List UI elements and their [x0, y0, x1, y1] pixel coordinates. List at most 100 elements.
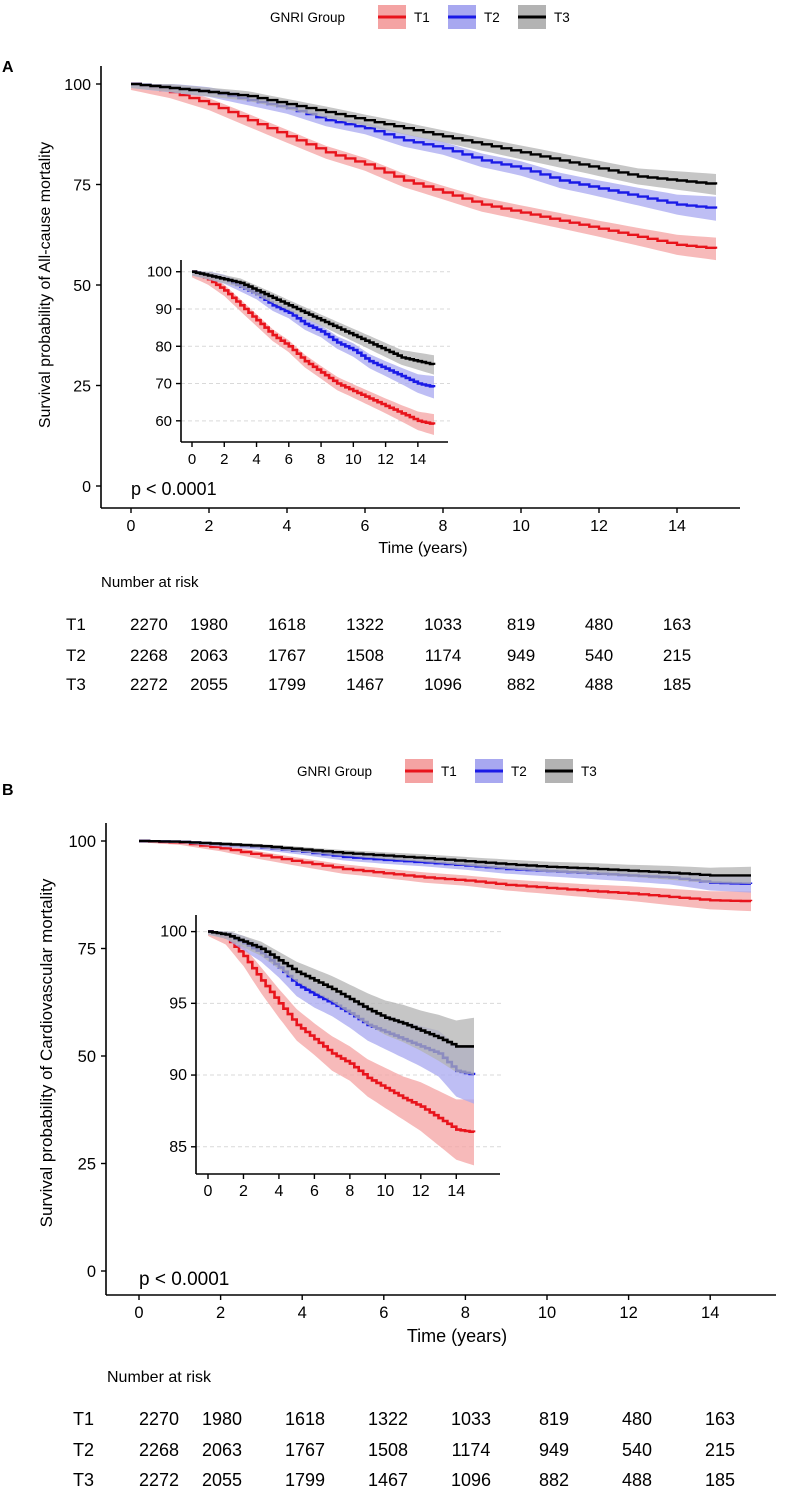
- inset-x-tick-label: 0: [204, 1183, 213, 1200]
- inset-y-tick-label: 70: [155, 376, 172, 393]
- risk-cell: 1322: [368, 1409, 408, 1429]
- x-axis-label: Time (years): [407, 1326, 507, 1346]
- main-ci-band-T3: [131, 84, 716, 195]
- risk-row-label: T2: [73, 1440, 94, 1460]
- inset-x-tick-label: 10: [376, 1183, 394, 1200]
- x-tick-label: 2: [205, 518, 214, 535]
- y-tick-label: 75: [78, 941, 96, 959]
- risk-cell: 1799: [268, 675, 306, 694]
- risk-cell: 1799: [285, 1470, 325, 1490]
- risk-row-label: T2: [66, 646, 86, 665]
- x-tick-label: 14: [668, 518, 686, 535]
- risk-cell: 185: [705, 1470, 735, 1490]
- risk-cell: 1174: [425, 646, 462, 665]
- x-tick-label: 8: [439, 518, 448, 535]
- p-value: p < 0.0001: [131, 479, 217, 499]
- risk-cell: 215: [705, 1440, 735, 1460]
- risk-cell: 2055: [190, 675, 228, 694]
- risk-table: Number at risk T1 2270 1980 1618 1322 1033 819 4…: [73, 1369, 735, 1490]
- main-ci-band-T2: [131, 84, 716, 221]
- risk-cell: 1508: [346, 646, 384, 665]
- x-axis-label: Time (years): [378, 540, 467, 557]
- inset-x-tick-label: 0: [188, 451, 196, 468]
- risk-cell: 1980: [202, 1409, 242, 1429]
- panel-letter: A: [2, 59, 14, 76]
- legend-label-T1: T1: [441, 764, 457, 779]
- y-tick-label: 0: [82, 479, 91, 496]
- risk-cell: 1508: [368, 1440, 408, 1460]
- inset-x-tick-label: 2: [239, 1183, 248, 1200]
- risk-cell: 2268: [130, 646, 168, 665]
- risk-cell: 1767: [285, 1440, 325, 1460]
- inset-y-tick-label: 90: [169, 1067, 187, 1084]
- risk-cell: 819: [539, 1409, 569, 1429]
- legend-label-T2: T2: [511, 764, 527, 779]
- inset-line-T1: [208, 930, 476, 1133]
- risk-cell: 540: [585, 646, 613, 665]
- inset-y-tick-label: 85: [169, 1139, 187, 1156]
- legend-title: GNRI Group: [270, 10, 345, 25]
- x-tick-label: 2: [216, 1304, 225, 1322]
- main-line-T1: [131, 82, 718, 249]
- risk-cell: 2270: [139, 1409, 179, 1429]
- risk-cell: 1096: [451, 1470, 491, 1490]
- inset-ci-band-T3: [208, 931, 474, 1076]
- legend-label-T1: T1: [414, 10, 430, 25]
- risk-cell: 1467: [368, 1470, 408, 1490]
- inset-x-tick-label: 14: [410, 451, 427, 468]
- y-tick-label: 25: [73, 379, 91, 396]
- risk-cell: 1618: [285, 1409, 325, 1429]
- inset-line-T1: [192, 270, 436, 425]
- risk-cell: 1096: [424, 675, 462, 694]
- risk-cell: 540: [622, 1440, 652, 1460]
- y-tick-label: 0: [87, 1263, 96, 1281]
- inset-line-T3: [208, 930, 474, 1048]
- risk-cell: 1174: [452, 1440, 491, 1460]
- main-line-T3: [139, 839, 751, 877]
- x-tick-label: 8: [461, 1304, 470, 1322]
- inset-ci-band-T1: [208, 931, 474, 1166]
- y-tick-label: 75: [73, 178, 91, 195]
- inset-y-tick-label: 80: [155, 338, 172, 355]
- risk-cell: 2272: [130, 675, 168, 694]
- inset-x-tick-label: 14: [447, 1183, 465, 1200]
- inset-x-tick-label: 12: [412, 1183, 430, 1200]
- risk-cell: 480: [585, 615, 613, 634]
- legend: GNRI Group T1 T2 T3: [270, 5, 570, 29]
- legend-label-T2: T2: [484, 10, 500, 25]
- risk-row-label: T3: [66, 675, 86, 694]
- p-value: p < 0.0001: [139, 1269, 229, 1290]
- inset-ci-band-T2: [208, 931, 474, 1104]
- inset-x-tick-label: 4: [252, 451, 260, 468]
- y-tick-label: 50: [78, 1048, 96, 1066]
- risk-table: Number at risk T1 2270 1980 1618 1322 1033 819 4…: [66, 574, 691, 694]
- inset-y-tick-label: 100: [147, 264, 172, 281]
- inset-plot: 60 70 80 90 100 0 2 4 6 8 10 12 14: [147, 256, 452, 468]
- risk-cell: 163: [663, 615, 691, 634]
- x-tick-label: 10: [538, 1304, 556, 1322]
- x-tick-label: 14: [701, 1304, 719, 1322]
- risk-table-title: Number at risk: [101, 574, 199, 591]
- risk-cell: 1033: [451, 1409, 491, 1429]
- y-tick-label: 100: [68, 833, 96, 851]
- main-line-T3: [131, 82, 718, 185]
- inset-ci-band-T3: [192, 271, 434, 375]
- x-tick-label: 0: [127, 518, 136, 535]
- risk-cell: 215: [663, 646, 691, 665]
- x-tick-label: 4: [283, 518, 292, 535]
- risk-cell: 488: [622, 1470, 652, 1490]
- risk-cell: 949: [507, 646, 535, 665]
- inset-y-tick-label: 100: [160, 924, 187, 941]
- main-ci-band-T3: [139, 841, 751, 884]
- x-tick-label: 4: [298, 1304, 307, 1322]
- risk-cell: 2063: [202, 1440, 242, 1460]
- x-tick-label: 0: [134, 1304, 143, 1322]
- x-tick-label: 10: [512, 518, 530, 535]
- inset-x-tick-label: 6: [285, 451, 293, 468]
- risk-cell: 2063: [190, 646, 228, 665]
- risk-table-title: Number at risk: [107, 1369, 212, 1386]
- risk-cell: 488: [585, 675, 613, 694]
- x-tick-label: 6: [361, 518, 370, 535]
